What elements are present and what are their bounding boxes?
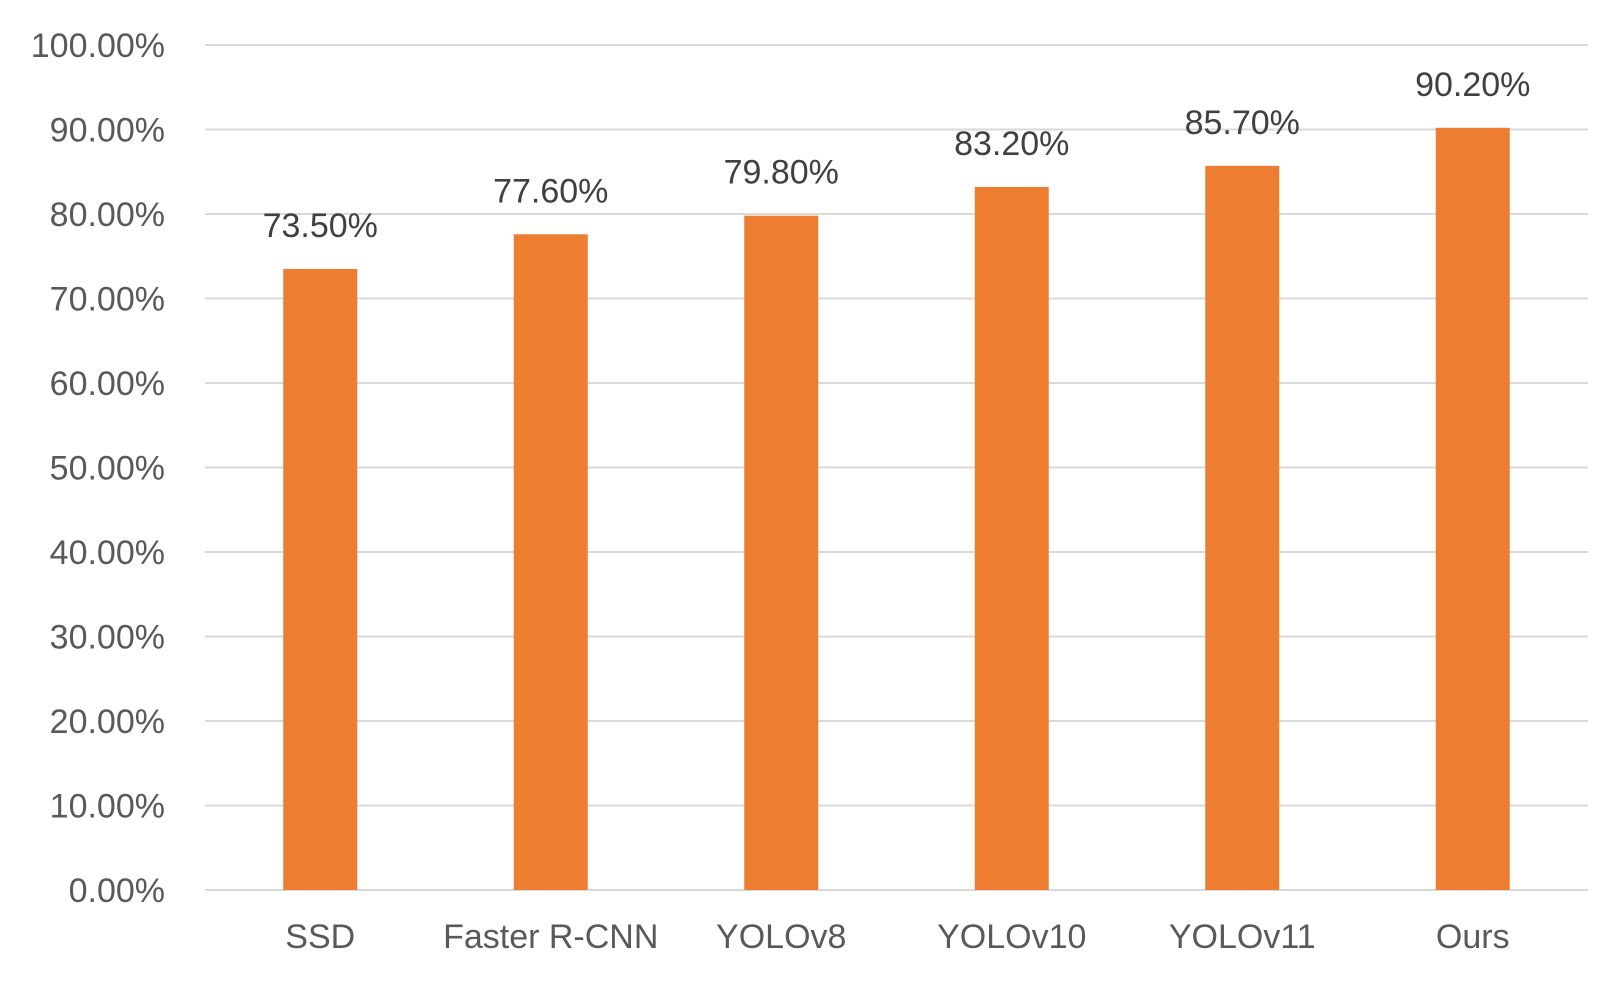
- data-label: 85.70%: [1185, 104, 1300, 142]
- data-label: 79.80%: [724, 154, 839, 192]
- bar: [974, 186, 1049, 890]
- y-tick-label: 30.00%: [50, 619, 165, 657]
- data-label: 73.50%: [263, 207, 378, 245]
- data-labels: 73.50% 77.60% 79.80% 83.20% 85.70% 90.20%: [263, 66, 1531, 245]
- bar: [283, 268, 358, 890]
- data-label: 83.20%: [954, 125, 1069, 163]
- y-tick-label: 10.00%: [50, 788, 165, 826]
- y-tick-label: 60.00%: [50, 365, 165, 403]
- data-label: 90.20%: [1415, 66, 1530, 104]
- x-tick-label: Faster R-CNN: [443, 918, 658, 956]
- gridlines: [205, 44, 1588, 891]
- bars: [283, 127, 1510, 890]
- y-tick-label: 100.00%: [31, 27, 165, 65]
- x-axis-tick-labels: SSD Faster R-CNN YOLOv8 YOLOv10 YOLOv11 Ours: [285, 918, 1509, 956]
- bar: [1205, 165, 1280, 890]
- y-tick-label: 20.00%: [50, 703, 165, 741]
- y-tick-label: 90.00%: [50, 112, 165, 150]
- y-tick-label: 40.00%: [50, 534, 165, 572]
- data-label: 77.60%: [493, 172, 608, 210]
- x-tick-label: YOLOv8: [716, 918, 846, 956]
- x-tick-label: YOLOv10: [937, 918, 1086, 956]
- y-axis-tick-labels: 0.00% 10.00% 20.00% 30.00% 40.00% 50.00% 60.00…: [31, 27, 165, 910]
- y-tick-label: 50.00%: [50, 450, 165, 488]
- bar: [744, 215, 819, 890]
- y-tick-label: 70.00%: [50, 281, 165, 319]
- y-tick-label: 0.00%: [69, 872, 165, 910]
- bar: [513, 234, 588, 890]
- x-tick-label: Ours: [1436, 918, 1510, 956]
- bar: [1435, 127, 1510, 890]
- x-tick-label: YOLOv11: [1169, 918, 1316, 956]
- x-tick-label: SSD: [285, 918, 355, 956]
- y-tick-label: 80.00%: [50, 196, 165, 234]
